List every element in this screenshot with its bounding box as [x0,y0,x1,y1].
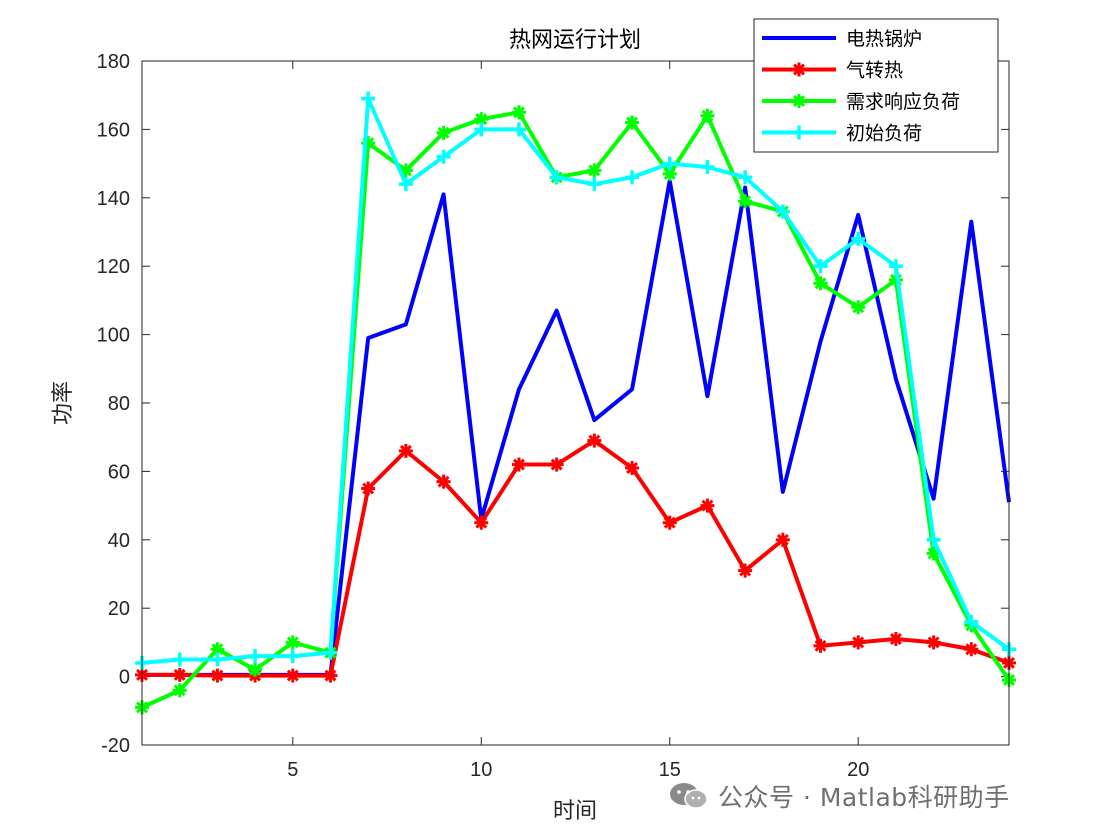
wechat-icon [668,781,710,811]
data-point [474,122,489,137]
data-point [851,231,866,246]
data-point [662,515,677,530]
data-point [436,474,451,489]
x-axis-title: 时间 [553,799,597,824]
y-tick-label: 0 [119,667,130,689]
legend-label: 初始负荷 [846,123,922,145]
y-tick-label: 80 [108,393,130,415]
legend-box [753,18,999,153]
data-point [813,638,828,653]
data-point [285,649,300,664]
data-point [775,204,790,219]
y-axis-title: 功率 [51,381,76,425]
data-point [436,125,451,140]
data-point [361,91,376,106]
data-point [964,642,979,657]
data-point [474,515,489,530]
data-point [926,532,941,547]
data-point [587,163,602,178]
axis-ticks: -20 0 20 40 60 80 100 120 140 160 180 5 10 15 20 [97,51,1009,781]
legend-label: 气转热 [846,60,903,82]
x-tick-label: 15 [659,759,681,781]
data-point [248,662,263,677]
y-tick-label: 20 [108,598,130,620]
data-point [210,668,225,683]
data-point [398,177,413,192]
legend-marker [792,125,806,140]
data-point [851,300,866,315]
data-point [700,498,715,513]
y-tick-label: 140 [97,188,130,210]
legend-marker [792,62,806,77]
data-point [511,105,526,120]
legend-label: 电热锅炉 [846,28,922,50]
data-point [511,457,526,472]
data-point [248,649,263,664]
series-line [141,110,1011,710]
data-point [625,460,640,475]
data-point [172,667,187,682]
plot-frame [141,60,1010,746]
x-tick-label: 20 [847,759,869,781]
data-point [738,194,753,209]
data-point [210,642,225,657]
y-tick-label: 100 [97,325,130,347]
y-tick-label: 180 [97,51,130,73]
data-point [511,122,526,137]
legend-marker [792,94,806,108]
y-tick-label: 120 [97,256,130,278]
data-point [210,652,225,667]
watermark-text: 公众号 · Matlab科研助手 [718,783,1010,812]
data-point [323,668,338,683]
data-point [738,563,753,578]
data-point [436,149,451,164]
data-point [285,668,300,683]
data-point [625,170,640,185]
data-point [587,177,602,192]
data-point [662,166,677,181]
x-tick-label: 10 [470,759,492,781]
data-point [851,635,866,650]
data-point [172,652,187,667]
data-point [888,631,903,646]
data-point [813,276,828,291]
data-point [662,156,677,171]
y-tick-label: -20 [101,735,130,757]
data-point [738,170,753,185]
data-point [964,614,979,629]
data-point [323,645,338,660]
data-point [398,443,413,458]
data-point [926,635,941,650]
data-point [549,457,564,472]
x-tick-label: 5 [287,759,298,781]
data-point [700,108,715,123]
y-tick-label: 40 [108,530,130,552]
data-point [361,481,376,496]
data-point [813,259,828,274]
y-tick-label: 160 [97,119,130,141]
chart-title: 热网运行计划 [509,28,641,53]
legend-label: 需求响应负荷 [846,91,960,113]
data-point [625,115,640,130]
data-point [587,433,602,448]
data-point [700,160,715,175]
data-point [285,635,300,650]
data-point [888,259,903,274]
y-tick-label: 60 [108,461,130,483]
data-point [775,532,790,547]
series-1 [135,433,1016,683]
watermark: 公众号 · Matlab科研助手 [668,776,1010,816]
data-point [549,170,564,185]
data-point [172,683,187,698]
